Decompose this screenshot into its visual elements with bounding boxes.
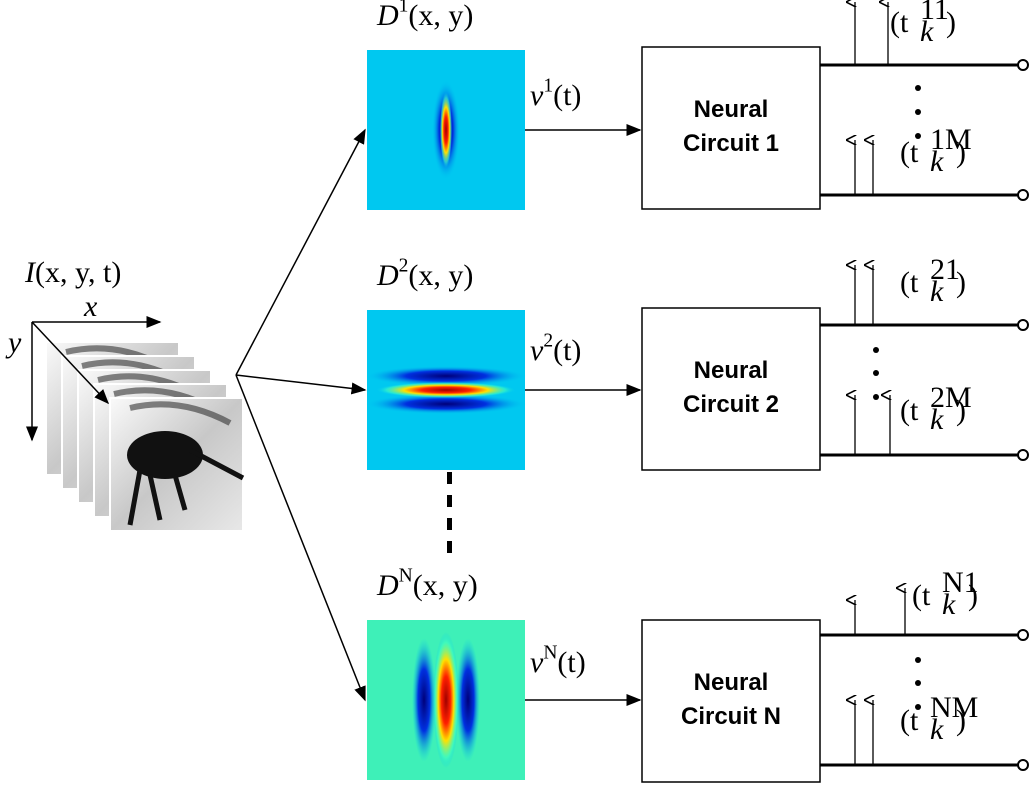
dot (915, 657, 921, 663)
dot (915, 109, 921, 115)
label-tail: (x, y) (408, 0, 473, 32)
dot (873, 394, 879, 400)
spike-label-base: (t (890, 6, 909, 39)
spike-label-base: (t (900, 136, 919, 169)
label-sup: 2 (543, 331, 553, 352)
spike-label-tail: ) (956, 704, 966, 737)
spike-label-base: (t (900, 394, 919, 427)
label-base: v (530, 646, 544, 679)
lobe (376, 382, 516, 398)
circuit-label: Circuit N (681, 703, 781, 730)
label-sup: 2 (399, 256, 409, 277)
spike-label-tail: ) (956, 136, 966, 169)
spike-label-sub: k (930, 403, 944, 436)
label-sup: N (543, 643, 557, 664)
terminal (1018, 190, 1028, 200)
filter-label: D1(x, y) (376, 0, 473, 32)
circuit-label: Neural (694, 669, 769, 696)
spike-label-base: (t (900, 266, 919, 299)
dot (447, 495, 452, 507)
dot (915, 704, 921, 710)
dot (915, 85, 921, 91)
dot (447, 541, 452, 553)
lobe (456, 638, 480, 762)
circuit-label: Circuit 2 (683, 391, 779, 418)
dot (873, 347, 879, 353)
spike-label-tail: ) (956, 266, 966, 299)
terminal (1018, 450, 1028, 460)
spike-label-tail: ) (946, 6, 956, 39)
terminal (1018, 630, 1028, 640)
terminal (1018, 320, 1028, 330)
label-base: v (530, 334, 544, 367)
circuit-box (642, 620, 820, 782)
axis-label: y (5, 326, 22, 359)
spike-label-base: (t (912, 579, 931, 612)
arrow (236, 130, 365, 375)
dot (447, 472, 452, 484)
circuit-label: Neural (694, 357, 769, 384)
circuit-box (642, 47, 820, 209)
signal-label: vN(t) (530, 643, 586, 680)
spike-label-tail: ) (968, 579, 978, 612)
circuit-box (642, 308, 820, 470)
spike-label-sub: k (930, 275, 944, 308)
input-label: I(x, y, t) (24, 256, 121, 289)
circuit-label: Neural (694, 96, 769, 123)
label-sup: 1 (399, 0, 409, 17)
filter-label: DN(x, y) (376, 566, 478, 603)
spike-label-sub: k (930, 145, 944, 178)
label-base: D (376, 569, 399, 602)
lobe (412, 638, 436, 762)
label-tail: (t) (557, 646, 585, 679)
label-sup: 1 (543, 76, 553, 97)
diagram: I(x, y, t)xytD1(x, y)v1(t)NeuralCircuit … (0, 0, 1031, 785)
dot (915, 680, 921, 686)
label-tail: (x, y) (413, 569, 478, 602)
filter-label: D2(x, y) (376, 256, 473, 293)
label-base: D (376, 259, 399, 292)
signal-label: v1(t) (530, 76, 581, 113)
label-base: v (530, 79, 544, 112)
lobe (440, 92, 452, 168)
spike-label-sub: k (920, 15, 934, 48)
arrow (236, 375, 365, 390)
label-tail: (t) (553, 79, 581, 112)
lobe (433, 632, 459, 768)
label-tail: (x, y, t) (35, 256, 121, 289)
terminal (1018, 760, 1028, 770)
terminal (1018, 60, 1028, 70)
spike-label-sub: k (930, 713, 944, 746)
circuit-label: Circuit 1 (683, 130, 779, 157)
label-base: D (376, 0, 399, 32)
dot (447, 518, 452, 530)
signal-label: v2(t) (530, 331, 581, 368)
axis-label: x (83, 290, 98, 323)
label-tail: (x, y) (408, 259, 473, 292)
label-tail: (t) (553, 334, 581, 367)
dot (915, 133, 921, 139)
dot (873, 370, 879, 376)
spike-label-sub: k (942, 588, 956, 621)
arrow (236, 375, 365, 700)
spike-label-tail: ) (956, 394, 966, 427)
label-sup: N (399, 566, 413, 587)
